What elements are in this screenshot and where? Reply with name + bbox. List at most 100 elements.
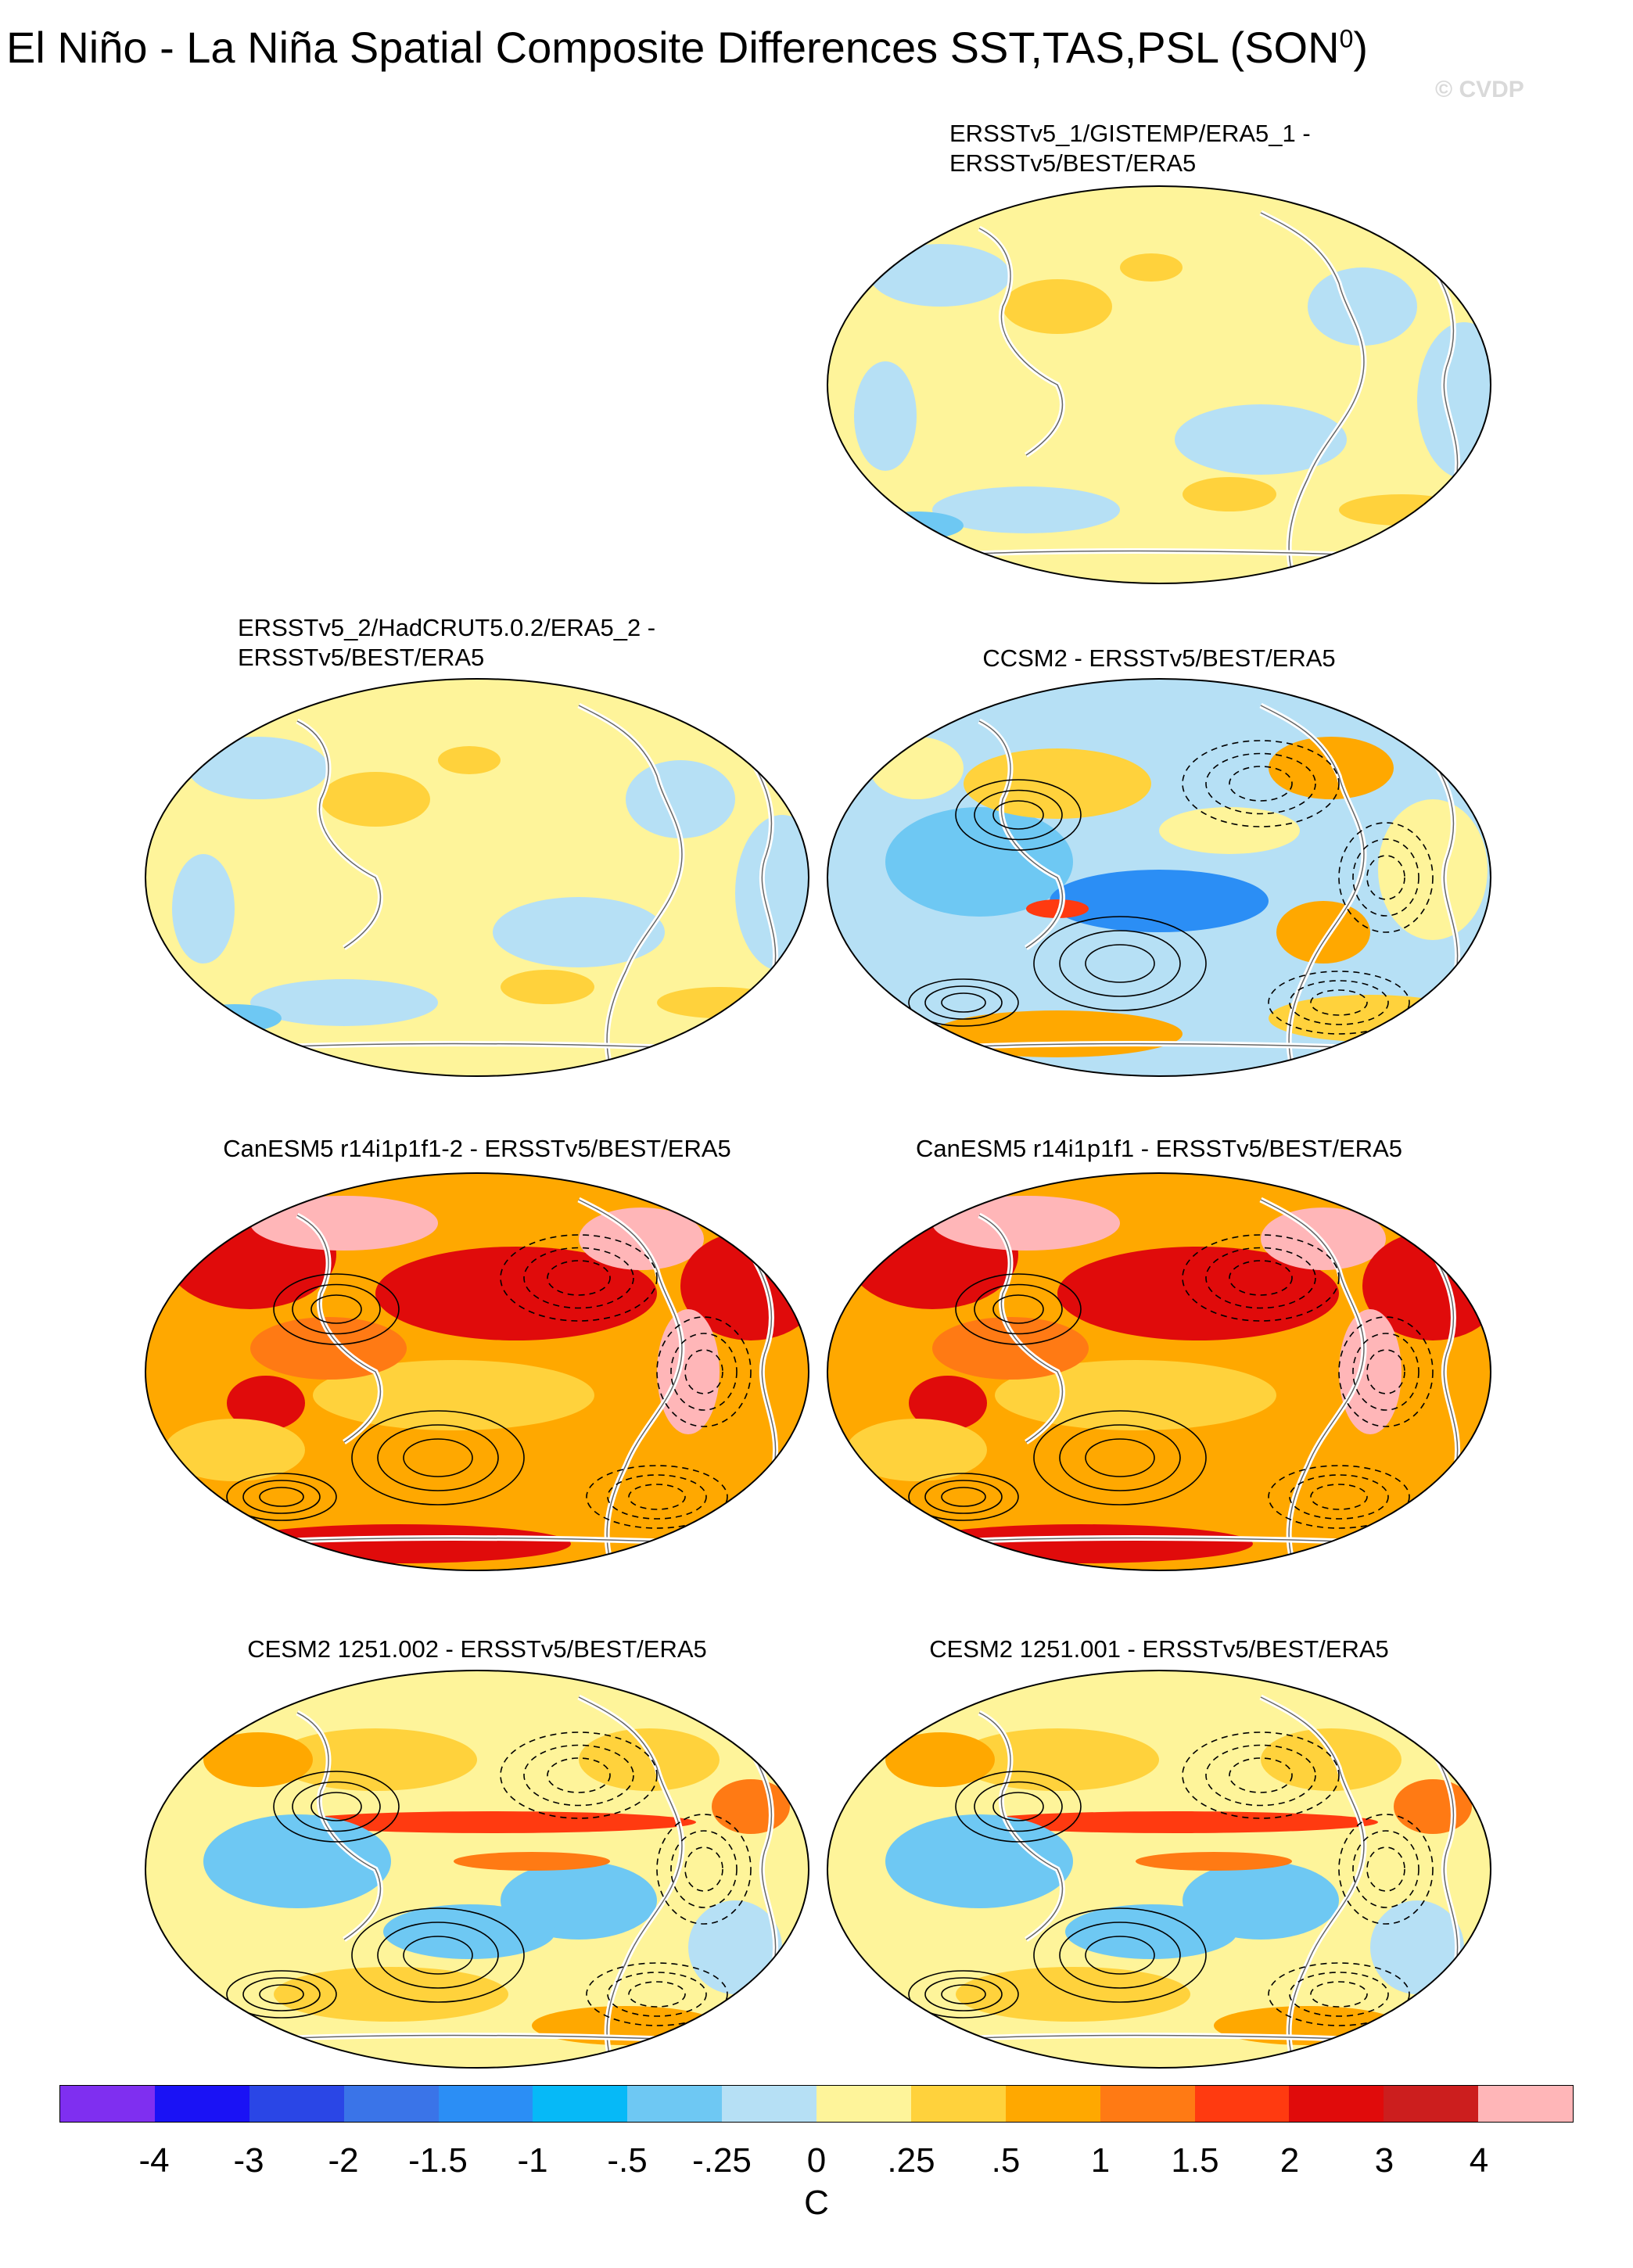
anomaly-region (971, 1811, 1378, 1833)
psl-contour (992, 800, 1044, 830)
psl-contour (656, 1316, 752, 1427)
anomaly-region (626, 760, 735, 838)
psl-contour (941, 1984, 986, 2004)
psl-contour (1059, 1424, 1181, 1491)
psl-contour (1033, 1907, 1207, 2003)
psl-contour (1268, 971, 1410, 1035)
map-panel-2 (145, 678, 809, 1077)
psl-contour (1182, 1732, 1340, 1819)
anomaly-region (870, 244, 1010, 307)
anomaly-region (1261, 1208, 1386, 1270)
psl-contour (500, 1732, 658, 1819)
map-panel-1 (827, 185, 1491, 584)
anomaly-region (1050, 870, 1269, 932)
anomaly-region (1183, 477, 1276, 511)
psl-contour (1229, 1260, 1293, 1296)
anomaly-region (1136, 1852, 1292, 1871)
psl-contour (547, 1260, 611, 1296)
psl-contour (377, 1424, 499, 1491)
psl-contour (1205, 1247, 1316, 1309)
anomaly-region (203, 1732, 313, 1787)
colorbar-units-label: C (804, 2184, 829, 2222)
map-border (827, 185, 1491, 584)
colorbar-swatch (1100, 2086, 1195, 2122)
anomaly-region (995, 1360, 1276, 1430)
psl-contour (242, 1480, 321, 1514)
panel-title-4: CanESM5 r14i1p1f1-2 - ERSSTv5/BEST/ERA5 (223, 1135, 731, 1162)
psl-contour (924, 1480, 1003, 1514)
psl-contour (1205, 752, 1316, 815)
figure-title: El Niño - La Niña Spatial Composite Diff… (6, 23, 1369, 72)
psl-contour (292, 1283, 381, 1335)
psl-contour (1338, 1316, 1434, 1427)
psl-contour (974, 1781, 1063, 1832)
psl-contour (992, 1294, 1044, 1324)
colorbar-swatch (533, 2086, 628, 2122)
psl-contour (1310, 989, 1368, 1016)
map-panel-7 (827, 1670, 1491, 2069)
colorbar (59, 2085, 1574, 2123)
anomaly-region (438, 746, 501, 774)
psl-contour (1085, 944, 1155, 983)
anomaly-region (1269, 995, 1472, 1042)
anomaly-region (250, 979, 438, 1026)
psl-contour (1352, 1830, 1419, 1908)
anomaly-region (1394, 1779, 1472, 1834)
anomaly-region (1308, 267, 1417, 346)
colorbar-swatch (627, 2086, 723, 2122)
psl-contour (1338, 1814, 1434, 1925)
colorbar-tick-label: 1.5 (1171, 2141, 1219, 2180)
anomaly-region (188, 1004, 282, 1032)
psl-contour (1229, 766, 1293, 802)
psl-contour (1229, 1757, 1293, 1793)
cvdp-watermark: © CVDP (1435, 77, 1524, 102)
panel-title-2: ERSSTv5_2/HadCRUT5.0.2/ERA5_2 - ERSSTv5/B… (238, 614, 656, 671)
psl-contour (273, 1771, 400, 1843)
anomaly-region (289, 1811, 696, 1833)
anomaly-region (1339, 1309, 1402, 1434)
anomaly-region (885, 807, 1073, 917)
psl-contour (1352, 838, 1419, 917)
colorbar-swatch (910, 2086, 1006, 2122)
colorbar-tick-label: -.25 (692, 2141, 752, 2180)
anomaly-region (870, 737, 964, 799)
anomaly-region (579, 1208, 704, 1270)
psl-contour (547, 1757, 611, 1793)
psl-contour (974, 1283, 1063, 1335)
colorbar-swatch (722, 2086, 816, 2122)
anomaly-region (227, 1376, 305, 1430)
colorbar-tick-label: -3 (233, 2141, 264, 2180)
psl-contour (310, 1792, 362, 1821)
psl-contour (1352, 1333, 1419, 1411)
psl-contour (607, 1972, 707, 2017)
psl-contour (1085, 1438, 1155, 1477)
psl-contour (1033, 916, 1207, 1011)
anomaly-region (172, 854, 235, 964)
psl-contour (628, 1981, 686, 2008)
psl-contour (992, 1792, 1044, 1821)
map-border (145, 678, 809, 1077)
psl-contour (586, 1465, 728, 1529)
anomaly-region (164, 1419, 305, 1481)
anomaly-region (1159, 807, 1300, 854)
psl-contour (292, 1781, 381, 1832)
anomaly-region (885, 1732, 995, 1787)
coastline (978, 228, 1064, 456)
anomaly-region (501, 970, 594, 1004)
colorbar-tick-label: .5 (991, 2141, 1021, 2180)
anomaly-region (203, 1814, 391, 1908)
map-border (145, 1172, 809, 1571)
anomaly-region (313, 1360, 594, 1430)
anomaly-region (932, 486, 1120, 533)
psl-contour (955, 1771, 1082, 1843)
psl-contour (226, 1473, 337, 1521)
anomaly-region (854, 361, 917, 471)
colorbar-tick-label: 3 (1374, 2141, 1394, 2180)
panel-title-3: CCSM2 - ERSSTv5/BEST/ERA5 (982, 644, 1336, 672)
anomaly-region (250, 1196, 438, 1251)
colorbar-tick-label: -2 (328, 2141, 359, 2180)
colorbar-swatch (1478, 2086, 1573, 2122)
psl-contour (1268, 1465, 1410, 1529)
anomaly-region (846, 1419, 987, 1481)
anomaly-region (375, 1247, 657, 1340)
